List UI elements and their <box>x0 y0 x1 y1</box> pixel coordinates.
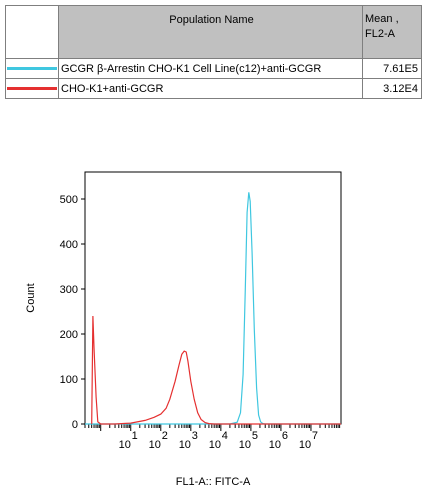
plot-frame <box>84 171 342 425</box>
y-tick-label: 500 <box>60 194 78 206</box>
x-tick-exponent: 3 <box>192 430 198 442</box>
y-tick-label: 100 <box>60 374 78 386</box>
legend-table: Population Name Mean , FL2-A GCGR β-Arre… <box>5 5 422 99</box>
y-tick-label: 0 <box>72 419 78 431</box>
legend-row-name: GCGR β-Arrestin CHO-K1 Cell Line(c12)+an… <box>58 58 363 79</box>
legend-header-row: Population Name Mean , FL2-A <box>5 5 422 59</box>
x-tick-label: 10 <box>149 439 161 451</box>
legend-row-mean: 3.12E4 <box>362 78 422 99</box>
series-group <box>85 192 341 425</box>
legend-row: GCGR β-Arrestin CHO-K1 Cell Line(c12)+an… <box>5 58 422 79</box>
y-axis: 0 100 200 300 400 500 <box>60 194 85 431</box>
y-tick-label: 300 <box>60 284 78 296</box>
legend-header-swatch-cell <box>5 5 59 59</box>
x-tick-exponent: 4 <box>222 430 228 442</box>
series-line-cho-k1 <box>91 315 341 425</box>
x-tick-exponent: 2 <box>162 430 168 442</box>
x-axis-label: FL1-A:: FITC-A <box>176 476 251 488</box>
legend-header-mean: Mean , FL2-A <box>362 5 422 59</box>
y-axis-label: Count <box>25 283 37 312</box>
legend-swatch-cell <box>5 78 59 99</box>
series-line-gcgr-c12 <box>85 192 341 425</box>
legend-swatch-cell <box>5 58 59 79</box>
legend-swatch-red <box>7 87 57 90</box>
x-tick-label: 10 <box>239 439 251 451</box>
legend-header-name: Population Name <box>58 5 363 59</box>
x-tick-label: 10 <box>179 439 191 451</box>
legend-row-name: CHO-K1+anti-GCGR <box>58 78 363 99</box>
x-tick-label: 10 <box>209 439 221 451</box>
x-tick-exponent: 5 <box>252 430 258 442</box>
legend-row-mean: 7.61E5 <box>362 58 422 79</box>
x-tick-label: 10 <box>269 439 281 451</box>
x-tick-exponent: 1 <box>132 430 138 442</box>
x-tick-exponent: 6 <box>282 430 288 442</box>
x-tick-label: 10 <box>299 439 311 451</box>
y-tick-label: 200 <box>60 329 78 341</box>
legend-row: CHO-K1+anti-GCGR 3.12E4 <box>5 78 422 99</box>
legend-swatch-cyan <box>7 67 57 70</box>
y-tick-label: 400 <box>60 239 78 251</box>
x-tick-label: 10 <box>119 439 131 451</box>
x-tick-exponent: 7 <box>312 430 318 442</box>
